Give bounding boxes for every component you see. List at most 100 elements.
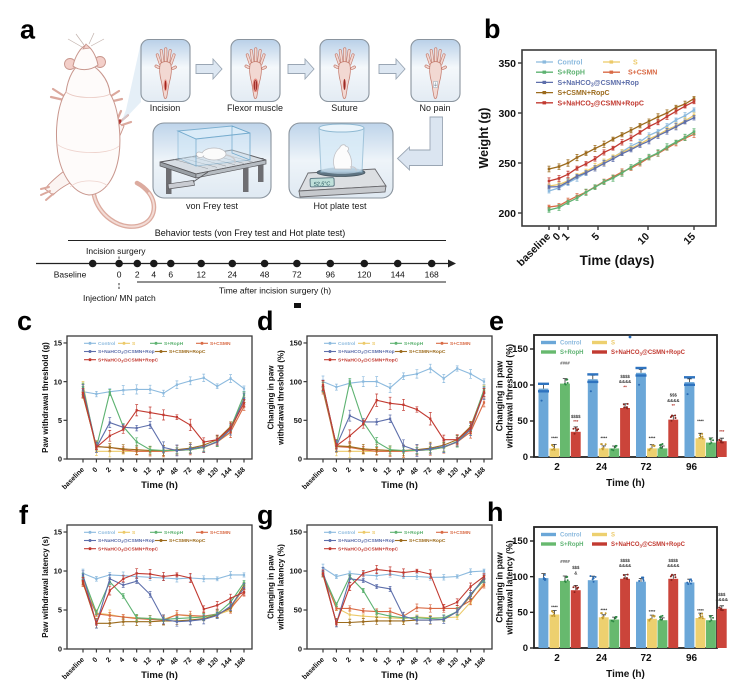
svg-text:120: 120 bbox=[207, 656, 220, 669]
svg-text:Hot plate test: Hot plate test bbox=[313, 201, 367, 211]
svg-text:S+RopH: S+RopH bbox=[560, 350, 584, 356]
svg-text:****: **** bbox=[649, 435, 656, 440]
svg-text:0: 0 bbox=[332, 656, 340, 664]
svg-text:&&&&: &&&& bbox=[716, 597, 728, 602]
svg-text:72: 72 bbox=[183, 656, 194, 667]
svg-text:144: 144 bbox=[220, 466, 233, 479]
svg-text:Behavior tests (von Frey test: Behavior tests (von Frey test and Hot pl… bbox=[155, 228, 346, 238]
svg-text:0: 0 bbox=[298, 455, 302, 464]
svg-text:150: 150 bbox=[512, 536, 528, 547]
svg-text:96: 96 bbox=[196, 656, 207, 667]
svg-text:2: 2 bbox=[345, 656, 353, 664]
svg-text:Suture: Suture bbox=[331, 103, 358, 113]
svg-text:von Frey test: von Frey test bbox=[186, 201, 239, 211]
svg-text:&: & bbox=[574, 570, 577, 575]
svg-text:S+RopH: S+RopH bbox=[558, 70, 585, 77]
svg-text:S: S bbox=[633, 60, 638, 67]
svg-text:0: 0 bbox=[58, 645, 62, 654]
svg-text:12: 12 bbox=[383, 656, 394, 667]
svg-text:S+NaHCO3@CSMN+Rop: S+NaHCO3@CSMN+Rop bbox=[338, 349, 395, 355]
svg-text:Weight (g): Weight (g) bbox=[477, 108, 491, 169]
svg-text:150: 150 bbox=[512, 344, 528, 355]
svg-text:0: 0 bbox=[58, 455, 62, 464]
svg-text:Time (h): Time (h) bbox=[606, 669, 645, 680]
svg-text:Paw withdrawal latency (s): Paw withdrawal latency (s) bbox=[41, 536, 50, 638]
svg-text:$$$: $$$ bbox=[572, 565, 580, 570]
svg-text:S+NaHCO3@CSMN+Rop: S+NaHCO3@CSMN+Rop bbox=[98, 538, 155, 544]
svg-text:Control: Control bbox=[338, 530, 356, 536]
svg-text:144: 144 bbox=[460, 466, 473, 479]
svg-text:100: 100 bbox=[289, 377, 302, 386]
svg-text:S: S bbox=[372, 530, 376, 536]
svg-text:Time (h): Time (h) bbox=[141, 670, 178, 681]
svg-text:96: 96 bbox=[196, 466, 207, 477]
svg-text:50: 50 bbox=[294, 416, 302, 425]
svg-text:withdrawal latency (%): withdrawal latency (%) bbox=[505, 540, 515, 635]
svg-text:Control: Control bbox=[98, 341, 116, 347]
svg-text:168: 168 bbox=[234, 656, 247, 669]
svg-text:Changing in paw: Changing in paw bbox=[495, 552, 505, 623]
svg-text:####: #### bbox=[560, 361, 570, 366]
svg-text:Changing in paw: Changing in paw bbox=[267, 365, 276, 430]
svg-text:****: **** bbox=[600, 435, 607, 440]
svg-text:72: 72 bbox=[423, 466, 434, 477]
svg-text:Paw withdrawal threshold (g): Paw withdrawal threshold (g) bbox=[41, 342, 50, 453]
svg-text:Incision: Incision bbox=[150, 103, 181, 113]
svg-text:***: *** bbox=[719, 429, 724, 434]
svg-text:$$$$: $$$$ bbox=[669, 558, 679, 563]
svg-text:S+RopH: S+RopH bbox=[404, 530, 424, 536]
svg-text:144: 144 bbox=[391, 270, 405, 280]
svg-text:Incision surgery: Incision surgery bbox=[86, 246, 146, 256]
svg-text:S+RopH: S+RopH bbox=[164, 341, 184, 347]
svg-text:2: 2 bbox=[554, 653, 560, 664]
svg-text:144: 144 bbox=[220, 656, 233, 669]
svg-text:**: ** bbox=[623, 384, 627, 389]
svg-text:2: 2 bbox=[554, 462, 560, 473]
svg-text:S: S bbox=[611, 341, 615, 347]
svg-text:10: 10 bbox=[54, 377, 62, 386]
svg-text:12: 12 bbox=[143, 656, 154, 667]
svg-text:S+RopH: S+RopH bbox=[560, 542, 584, 548]
svg-text:S: S bbox=[372, 341, 376, 347]
svg-text:120: 120 bbox=[207, 466, 220, 479]
svg-text:S+CSMN: S+CSMN bbox=[210, 341, 231, 347]
svg-text:&&&&: &&&& bbox=[619, 379, 631, 384]
svg-text:S+NaHCO3@CSMN+Rop: S+NaHCO3@CSMN+Rop bbox=[558, 80, 639, 89]
svg-text:15: 15 bbox=[681, 231, 698, 248]
svg-text:c: c bbox=[17, 306, 32, 336]
svg-text:Injection/ MN patch: Injection/ MN patch bbox=[83, 293, 156, 303]
svg-text:****: **** bbox=[697, 608, 704, 613]
svg-text:S+CSMN+RopC: S+CSMN+RopC bbox=[409, 538, 446, 544]
svg-text:300: 300 bbox=[498, 108, 516, 120]
svg-text:g: g bbox=[257, 500, 274, 530]
svg-text:Time (h): Time (h) bbox=[381, 480, 418, 491]
svg-text:0: 0 bbox=[92, 656, 100, 664]
svg-text:Time (h): Time (h) bbox=[381, 670, 418, 681]
svg-text:6: 6 bbox=[132, 656, 140, 664]
svg-text:150: 150 bbox=[289, 339, 302, 348]
svg-text:No pain: No pain bbox=[419, 103, 450, 113]
svg-text:0: 0 bbox=[332, 466, 340, 474]
svg-text:48: 48 bbox=[169, 466, 180, 477]
svg-text:168: 168 bbox=[474, 656, 487, 669]
svg-text:S: S bbox=[132, 341, 136, 347]
svg-text:120: 120 bbox=[447, 656, 460, 669]
svg-text:S+NaHCO3@CSMN+Rop: S+NaHCO3@CSMN+Rop bbox=[338, 538, 395, 544]
svg-text:168: 168 bbox=[425, 270, 439, 280]
svg-text:24: 24 bbox=[396, 656, 407, 667]
svg-text:S+RopH: S+RopH bbox=[164, 530, 184, 536]
svg-text:50: 50 bbox=[517, 416, 528, 427]
svg-text:baseline: baseline bbox=[301, 656, 326, 681]
svg-text:120: 120 bbox=[357, 270, 371, 280]
svg-text:168: 168 bbox=[474, 466, 487, 479]
svg-text:S+CSMN+RopC: S+CSMN+RopC bbox=[409, 349, 446, 355]
svg-text:Control: Control bbox=[560, 533, 582, 539]
svg-text:72: 72 bbox=[640, 462, 652, 473]
svg-text:100: 100 bbox=[512, 572, 528, 583]
svg-text:52.5°C: 52.5°C bbox=[314, 181, 331, 188]
svg-text:S+CSMN: S+CSMN bbox=[450, 530, 471, 536]
svg-text:S+NaHCO3@CSMN+RopC: S+NaHCO3@CSMN+RopC bbox=[98, 546, 159, 552]
svg-text:Time (days): Time (days) bbox=[580, 253, 655, 268]
svg-text:72: 72 bbox=[292, 270, 302, 280]
svg-text:baseline: baseline bbox=[301, 466, 326, 491]
